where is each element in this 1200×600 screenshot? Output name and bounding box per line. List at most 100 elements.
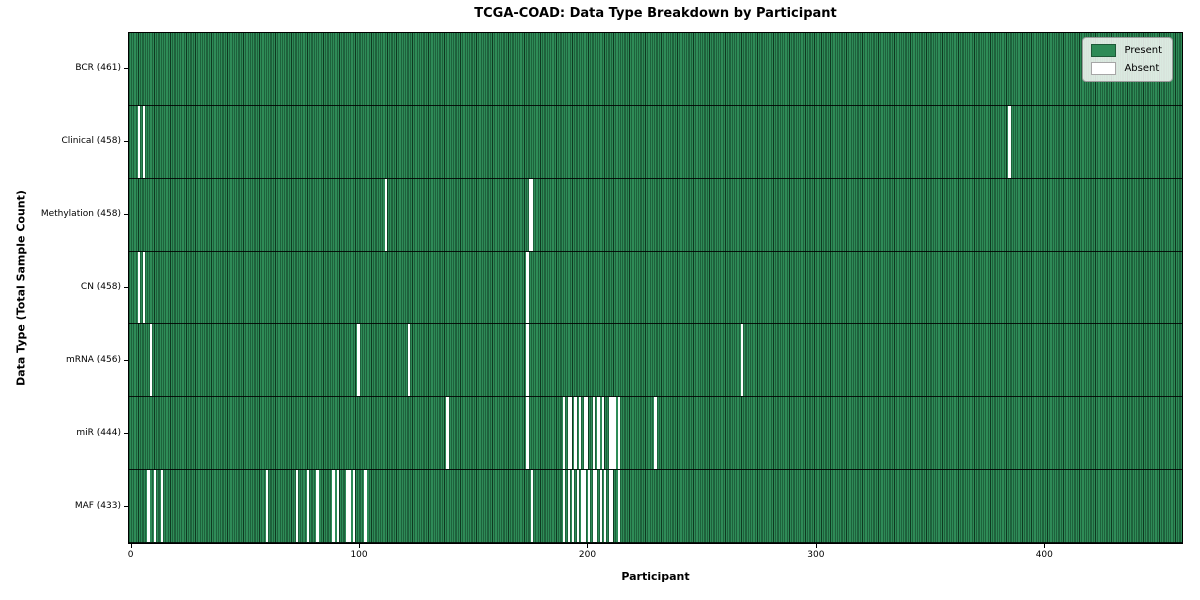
- absent-stripe: [154, 470, 157, 542]
- absent-stripe: [583, 397, 586, 470]
- y-tick-label: CN (458): [80, 282, 121, 292]
- absent-stripe: [613, 397, 616, 470]
- absent-stripe: [654, 397, 657, 470]
- present-swatch-icon: [1091, 44, 1117, 57]
- absent-stripe: [407, 324, 410, 397]
- x-tick-label: 300: [807, 550, 825, 560]
- absent-stripe: [528, 178, 532, 251]
- absent-stripe: [307, 470, 310, 542]
- x-tick-mark: [359, 544, 361, 548]
- row-band-clinical: [129, 105, 1182, 179]
- absent-stripe: [583, 470, 586, 542]
- y-tick-mark: [124, 214, 128, 216]
- y-tick-mark: [124, 432, 128, 434]
- x-tick-mark: [130, 544, 132, 548]
- absent-stripe: [384, 178, 388, 251]
- absent-stripe: [526, 324, 529, 397]
- legend: Present Absent: [1082, 37, 1173, 82]
- absent-stripe: [572, 470, 575, 542]
- absent-stripe: [295, 470, 299, 542]
- absent-stripe: [160, 470, 164, 542]
- row-band-maf: [129, 470, 1182, 543]
- absent-stripe: [1008, 105, 1011, 178]
- absent-stripe: [610, 397, 614, 470]
- absent-stripe: [617, 397, 621, 470]
- y-tick-mark: [124, 287, 128, 288]
- absent-stripe: [592, 397, 595, 470]
- absent-stripe: [588, 470, 591, 542]
- legend-item-present: Present: [1091, 44, 1162, 57]
- absent-stripe: [446, 397, 449, 470]
- chart-title: TCGA-COAD: Data Type Breakdown by Partic…: [474, 6, 837, 21]
- absent-stripe: [142, 251, 145, 324]
- absent-stripe: [138, 105, 141, 178]
- absent-stripe: [581, 470, 584, 542]
- absent-stripe: [332, 470, 335, 542]
- x-tick-mark: [1044, 544, 1046, 548]
- absent-stripe: [574, 397, 577, 470]
- x-tick-label: 0: [127, 550, 134, 560]
- absent-stripe: [562, 470, 566, 542]
- legend-label-present: Present: [1124, 45, 1162, 56]
- y-tick-label: miR (444): [76, 427, 121, 438]
- y-tick-label: BCR (461): [75, 63, 121, 74]
- absent-stripe: [610, 470, 614, 542]
- absent-stripe: [608, 397, 611, 470]
- absent-stripe: [531, 470, 534, 542]
- y-tick-mark: [124, 68, 128, 70]
- absent-stripe: [576, 470, 579, 542]
- x-tick-mark: [587, 544, 589, 548]
- absent-stripe: [569, 397, 573, 470]
- row-band-mir: [129, 397, 1182, 471]
- absent-stripe: [364, 470, 367, 542]
- absent-stripe: [526, 397, 529, 470]
- absent-stripe: [562, 397, 566, 470]
- x-tick-label: 200: [578, 550, 597, 560]
- legend-item-absent: Absent: [1091, 62, 1162, 75]
- absent-stripe: [608, 470, 611, 542]
- y-tick-mark: [124, 141, 128, 143]
- absent-stripe: [585, 397, 589, 470]
- plot-area: Present Absent: [128, 32, 1183, 544]
- absent-stripe: [597, 397, 600, 470]
- absent-stripe: [578, 397, 582, 470]
- x-tick-mark: [815, 544, 817, 548]
- absent-stripe: [149, 324, 152, 397]
- absent-stripe: [138, 251, 141, 324]
- absent-stripe: [352, 470, 356, 542]
- absent-stripe: [147, 470, 150, 542]
- x-axis-label: Participant: [621, 570, 690, 583]
- row-band-bcr: [129, 33, 1182, 106]
- absent-stripe: [336, 470, 340, 542]
- y-tick-label: Clinical (458): [61, 136, 121, 147]
- absent-stripe: [741, 324, 744, 397]
- absent-stripe: [594, 470, 598, 542]
- absent-stripe: [567, 470, 570, 542]
- absent-stripe: [142, 105, 145, 178]
- absent-stripe: [599, 470, 602, 542]
- absent-stripe: [592, 470, 595, 542]
- y-tick-label: MAF (433): [74, 500, 121, 511]
- legend-label-absent: Absent: [1124, 63, 1160, 74]
- y-tick-mark: [124, 359, 128, 361]
- absent-stripe: [604, 470, 607, 542]
- row-band-methylation: [129, 178, 1182, 252]
- y-tick-label: Methylation (458): [40, 209, 121, 220]
- absent-stripe: [357, 324, 360, 397]
- absent-stripe: [316, 470, 319, 542]
- row-band-cn: [129, 251, 1182, 325]
- x-tick-label: 400: [1035, 550, 1053, 560]
- absent-stripe: [567, 397, 570, 470]
- absent-stripe: [601, 397, 605, 470]
- y-tick-label: mRNA (456): [66, 354, 121, 365]
- absent-stripe: [348, 470, 351, 542]
- absent-stripe: [266, 470, 269, 542]
- absent-stripe: [345, 470, 349, 542]
- absent-stripe: [617, 470, 621, 542]
- y-tick-mark: [124, 505, 128, 507]
- row-band-mrna: [129, 324, 1182, 398]
- absent-stripe: [526, 251, 529, 324]
- absent-stripe: [531, 178, 534, 251]
- x-tick-label: 100: [350, 550, 368, 560]
